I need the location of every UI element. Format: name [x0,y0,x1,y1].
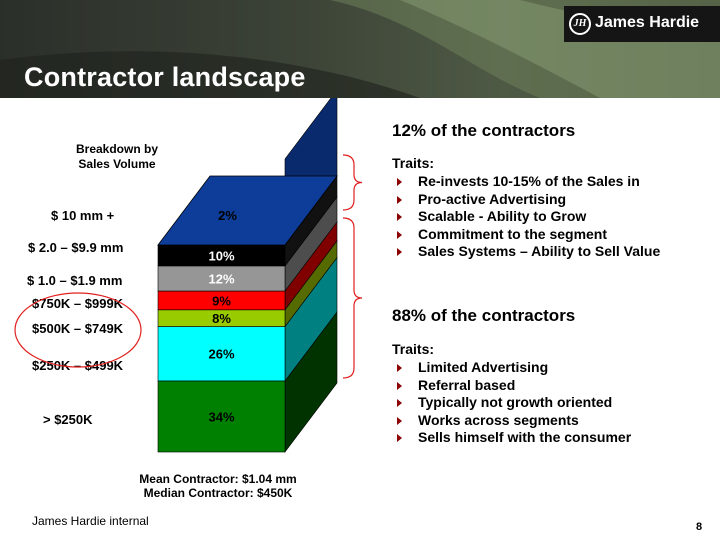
top-trait-item: Re-invests 10-15% of the Sales in [396,173,660,191]
data-label-5: 10% [208,248,234,263]
median-contractor: Median Contractor: $450K [143,486,293,500]
triangle-bullet-icon [397,230,402,239]
category-label-750k-999k: $750K – $999K [32,296,124,311]
bottom-trait-text: Limited Advertising [418,359,549,375]
bar-segment-0 [157,380,286,453]
triangle-bullet-icon [397,195,402,204]
chart-title-line-1: Breakdown by [75,142,159,156]
footer-note: James Hardie internal [32,514,149,528]
category-label-1-to-1-9mm: $ 1.0 – $1.9 mm [27,273,123,288]
triangle-bullet-icon [397,381,402,390]
bottom-trait-text: Works across segments [418,411,579,428]
chart-title: Breakdown by Sales Volume [52,142,182,172]
triangle-bullet-icon [397,213,402,222]
bar-segment-4 [157,265,286,292]
category-label-10mm-plus: $ 10 mm + [51,208,115,223]
top-traits-label: Traits: [392,155,435,171]
triangle-bullet-icon [397,178,402,186]
page-number: 8 [696,521,703,533]
bottom-traits-list: Limited Advertising Referral based Typic… [396,359,631,447]
contractor-stats: Mean Contractor: $1.04 mm Median Contrac… [138,472,298,500]
stacked-bar-chart: 34% 26% 8% 9% 12% 10% 2% [14,98,363,453]
triangle-bullet-icon [397,248,402,257]
group-brace-top [342,154,363,211]
top-trait-item: Commitment to the segment [396,226,660,244]
bottom-trait-text: Referral based [418,376,516,393]
triangle-bullet-icon [397,364,402,372]
bottom-trait-text: Typically not growth oriented [418,394,613,411]
mean-contractor: Mean Contractor: $1.04 mm [139,472,297,486]
brand-name: James Hardie [595,14,700,31]
page-title: Contractor landscape [24,62,306,92]
brand-logo: JH James Hardie [564,6,720,42]
chart-title-line-2: Sales Volume [78,157,156,171]
top-trait-text: Commitment to the segment [418,225,608,242]
bottom-trait-item: Referral based [396,377,631,395]
brand-mark-icon: JH [569,13,591,35]
top-trait-text: Scalable - Ability to Grow [418,208,587,225]
top-trait-text: Pro-active Advertising [418,190,567,207]
bottom-trait-item: Works across segments [396,412,631,430]
top-trait-text: Re-invests 10-15% of the Sales in [418,173,640,189]
category-label-500k-749k: $500K – $749K [32,321,124,336]
bottom-segment-title: 88% of the contractors [392,306,576,325]
top-trait-text: Sales Systems – Ability to Sell Value [418,243,661,260]
data-label-6: 2% [218,208,237,223]
category-label-under-250k: > $250K [43,412,93,427]
top-trait-item: Pro-active Advertising [396,191,660,209]
bar-segment-1 [157,326,286,382]
data-label-2: 8% [212,311,231,326]
data-label-3: 9% [212,293,231,308]
category-label-250k-499k: $250K – $499K [32,358,124,373]
group-brace-bottom [342,217,363,379]
data-label-4: 12% [208,271,234,286]
top-trait-item: Scalable - Ability to Grow [396,208,660,226]
triangle-bullet-icon [397,399,402,408]
bottom-trait-item: Limited Advertising [396,359,631,377]
highlight-ring [14,292,142,368]
bottom-trait-item: Sells himself with the consumer [396,429,631,447]
bar-segment-6 [157,175,338,246]
top-segment-title: 12% of the contractors [392,121,576,140]
bottom-trait-item: Typically not growth oriented [396,394,631,412]
triangle-bullet-icon [397,416,402,425]
data-label-0: 34% [208,409,234,424]
top-trait-item: Sales Systems – Ability to Sell Value [396,243,660,261]
data-label-1: 26% [208,347,234,362]
category-label-2-to-9-9mm: $ 2.0 – $9.9 mm [28,240,124,255]
triangle-bullet-icon [397,434,402,443]
bottom-trait-text: Sells himself with the consumer [418,429,632,446]
bottom-traits-label: Traits: [392,341,435,357]
top-traits-list: Re-invests 10-15% of the Sales in Pro-ac… [396,173,660,261]
header-banner: Contractor landscape JH James Hardie [0,0,720,98]
